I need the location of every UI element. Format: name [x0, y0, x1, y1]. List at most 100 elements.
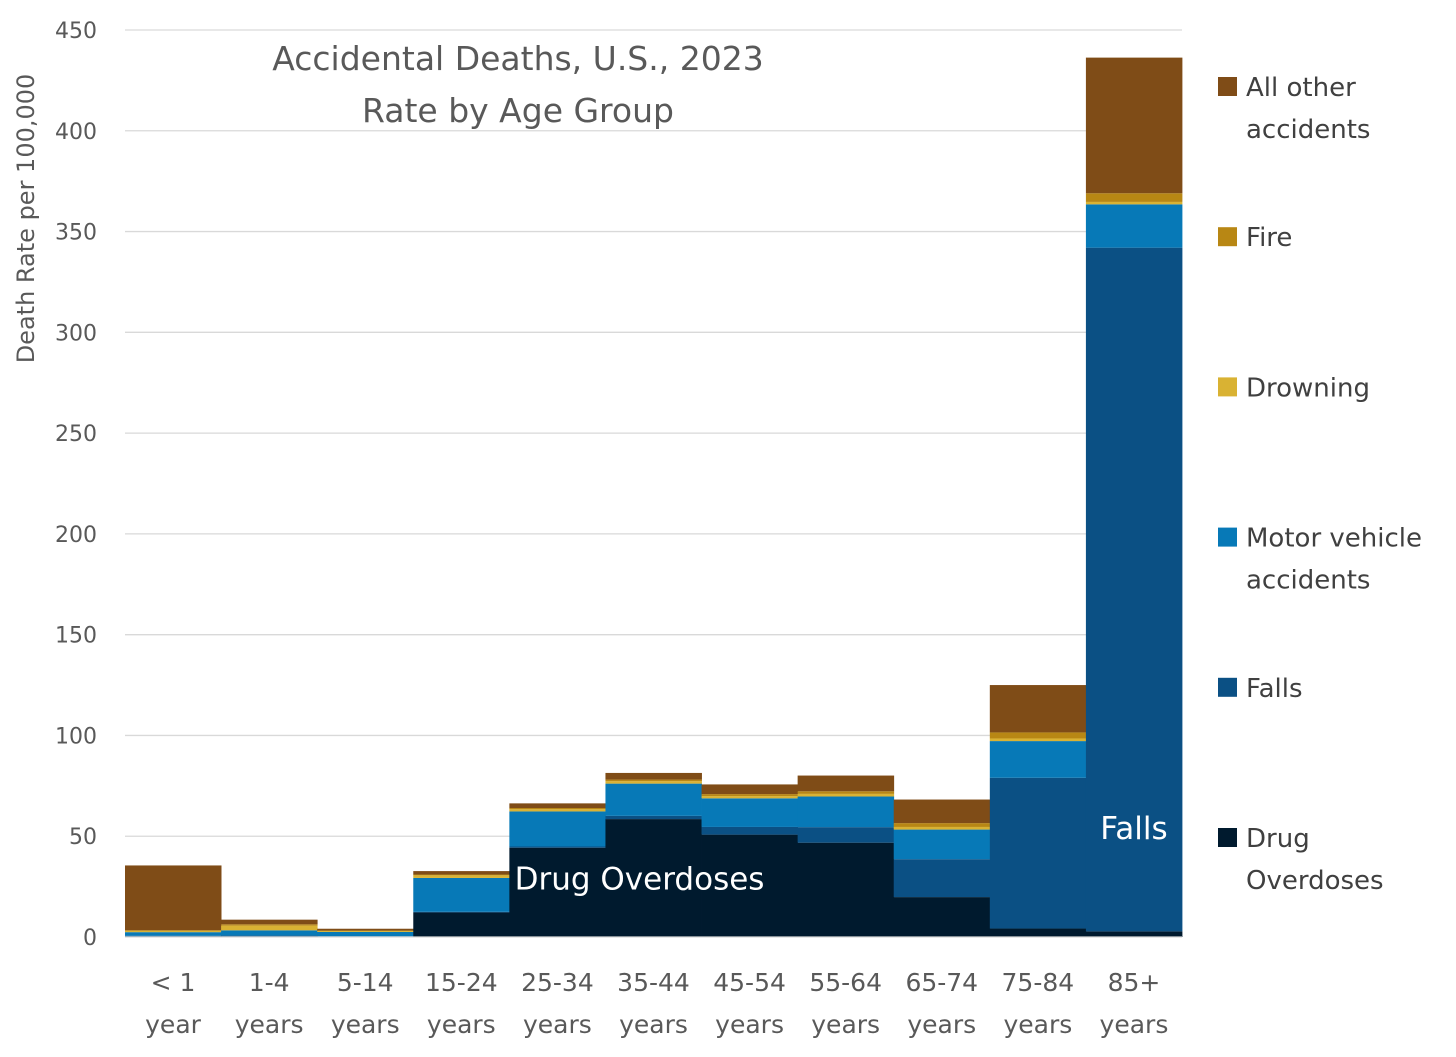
x-tick-label-0-line-0: < 1 [151, 968, 196, 997]
bar-falls-1-year [125, 935, 222, 937]
bar-all-other-accidents-15-24-years [413, 871, 510, 875]
legend-label-motor-vehicle-accidents-line-0: Motor vehicle [1246, 524, 1422, 554]
legend-swatch-motor-vehicle-accidents [1218, 527, 1237, 547]
x-tick-label-3-line-1: years [427, 1010, 496, 1039]
bar-motor-vehicle-accidents-25-34-years [509, 811, 606, 847]
legend-label-all-other-accidents-line-1: accidents [1246, 115, 1370, 145]
bar-drowning-35-44-years [605, 781, 702, 784]
legend-label-drowning-line-0: Drowning [1246, 373, 1370, 403]
y-tick-label-450: 450 [55, 19, 97, 44]
x-tick-label-1-line-0: 1-4 [249, 968, 290, 997]
bar-falls-65-74-years [893, 859, 991, 898]
bar-fire-85-years [1085, 193, 1183, 202]
bar-drug-overdoses-85-years [1085, 931, 1183, 937]
y-tick-label-100: 100 [55, 724, 97, 749]
bar-fire-55-64-years [797, 791, 895, 794]
bar-all-other-accidents-1-4-years [221, 919, 318, 925]
bar-drowning-1-4-years [221, 925, 318, 931]
annotations: Drug Overdoses Falls [515, 811, 1168, 897]
x-tick-label-3-line-0: 15-24 [425, 968, 498, 997]
legend-swatch-drug-overdoses [1218, 828, 1237, 847]
bar-drug-overdoses-45-54-years [701, 834, 799, 937]
bar-drowning-55-64-years [797, 793, 895, 797]
x-tick-label-4-line-1: years [523, 1010, 592, 1039]
y-tick-label-350: 350 [55, 221, 97, 246]
x-tick-label-7-line-1: years [811, 1010, 880, 1039]
x-tick-label-2-line-1: years [331, 1010, 400, 1039]
bar-motor-vehicle-accidents-1-4-years [221, 930, 318, 936]
legend-swatch-all-other-accidents [1218, 77, 1237, 96]
x-tick-label-7-line-0: 55-64 [809, 968, 882, 997]
y-tick-label-400: 400 [55, 120, 97, 145]
bar-motor-vehicle-accidents-85-years [1085, 204, 1183, 248]
bar-fire-45-54-years [701, 794, 799, 797]
bar-falls-1-4-years [221, 935, 318, 937]
bar-drowning-25-34-years [509, 809, 606, 812]
chart-title-line-1: Rate by Age Group [362, 91, 674, 130]
legend-swatch-drowning [1218, 377, 1237, 397]
y-tick-label-200: 200 [55, 523, 97, 548]
bar-drowning-85-years [1085, 201, 1183, 205]
y-tick-label-150: 150 [55, 624, 97, 649]
annotation-falls: Falls [1100, 811, 1167, 847]
x-tick-label-9-line-1: years [1003, 1010, 1072, 1039]
x-tick-label-5-line-1: years [619, 1010, 688, 1039]
bar-fire-65-74-years [893, 823, 991, 827]
legend-label-drug-overdoses-line-0: Drug [1246, 824, 1310, 854]
bar-all-other-accidents-55-64-years [797, 775, 895, 792]
bar-motor-vehicle-accidents-35-44-years [605, 783, 702, 816]
bar-motor-vehicle-accidents-55-64-years [797, 796, 895, 828]
bar-drug-overdoses-75-84-years [989, 928, 1087, 937]
bar-all-other-accidents-1-year [125, 865, 222, 931]
bar-drowning-45-54-years [701, 796, 799, 799]
bar-falls-55-64-years [797, 827, 895, 843]
bar-all-other-accidents-45-54-years [701, 784, 799, 795]
x-tick-label-8-line-0: 65-74 [905, 968, 978, 997]
axes: 0 50 100 150 200 250 300 350 400 450 Death Rate pe… [12, 19, 1182, 1039]
x-tick-label-10-line-0: 85+ [1108, 968, 1161, 997]
y-axis-title: Death Rate per 100,000 [12, 74, 40, 364]
bar-motor-vehicle-accidents-45-54-years [701, 798, 799, 827]
y-tick-label-50: 50 [69, 825, 97, 850]
bar-fire-1-year [125, 930, 222, 931]
legend: All other accidents Fire Drowning Motor vehi… [1218, 73, 1422, 896]
bar-drowning-5-14-years [317, 930, 414, 932]
x-tick-label-5-line-0: 35-44 [617, 968, 690, 997]
bar-all-other-accidents-35-44-years [605, 772, 702, 780]
y-tick-label-250: 250 [55, 422, 97, 447]
x-tick-label-4-line-0: 25-34 [521, 968, 594, 997]
bar-all-other-accidents-5-14-years [317, 928, 414, 931]
x-tick-label-10-line-1: years [1100, 1010, 1169, 1039]
y-tick-label-0: 0 [83, 926, 97, 951]
bar-fire-35-44-years [605, 779, 702, 782]
bar-falls-15-24-years [413, 911, 510, 913]
x-tick-label-6-line-0: 45-54 [713, 968, 786, 997]
legend-label-fire-line-0: Fire [1246, 223, 1292, 253]
bar-drug-overdoses-35-44-years [605, 819, 702, 937]
x-tick-label-9-line-0: 75-84 [1002, 968, 1075, 997]
bar-motor-vehicle-accidents-1-year [125, 932, 222, 936]
bar-drowning-75-84-years [989, 738, 1087, 742]
x-tick-label-8-line-1: years [907, 1010, 976, 1039]
bar-drowning-1-year [125, 930, 222, 933]
bar-motor-vehicle-accidents-15-24-years [413, 877, 510, 912]
chart-title-line-0: Accidental Deaths, U.S., 2023 [272, 39, 763, 78]
chart-title: Accidental Deaths, U.S., 2023 Rate by Age… [272, 39, 763, 130]
legend-label-motor-vehicle-accidents-line-1: accidents [1246, 566, 1370, 596]
annotation-drug-overdoses: Drug Overdoses [515, 862, 765, 898]
bar-falls-85-years [1085, 247, 1183, 932]
gridlines [125, 29, 1182, 837]
bar-fire-15-24-years [413, 874, 510, 876]
x-tick-label-0-line-1: year [145, 1010, 201, 1039]
bar-falls-75-84-years [989, 777, 1087, 929]
bar-drowning-15-24-years [413, 875, 510, 878]
bar-fire-25-34-years [509, 808, 606, 810]
bar-drug-overdoses-55-64-years [797, 842, 895, 937]
bar-motor-vehicle-accidents-5-14-years [317, 931, 414, 937]
bar-drug-overdoses-65-74-years [893, 897, 991, 937]
bar-drug-overdoses-25-34-years [509, 847, 606, 937]
legend-swatch-fire [1218, 227, 1237, 247]
bar-falls-25-34-years [509, 846, 606, 848]
